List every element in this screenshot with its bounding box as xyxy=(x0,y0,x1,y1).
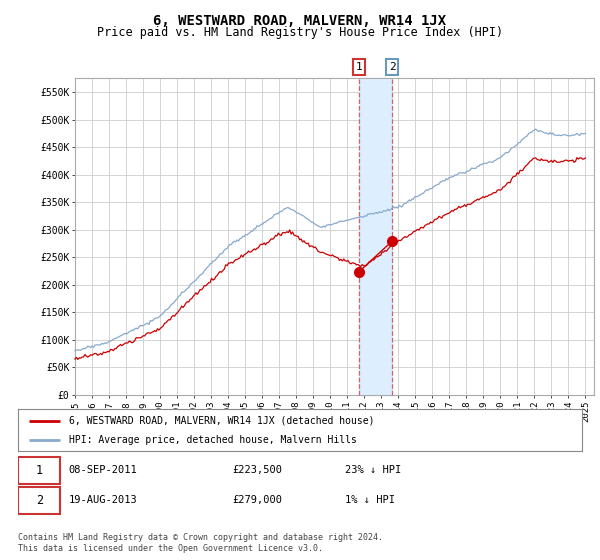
Text: £223,500: £223,500 xyxy=(232,465,283,475)
Text: 1% ↓ HPI: 1% ↓ HPI xyxy=(345,496,395,506)
Text: 2: 2 xyxy=(389,62,395,72)
FancyBboxPatch shape xyxy=(18,487,60,514)
Text: 1: 1 xyxy=(36,464,43,477)
Bar xyxy=(359,78,392,395)
Text: Contains HM Land Registry data © Crown copyright and database right 2024.
This d: Contains HM Land Registry data © Crown c… xyxy=(18,533,383,553)
Text: 6, WESTWARD ROAD, MALVERN, WR14 1JX: 6, WESTWARD ROAD, MALVERN, WR14 1JX xyxy=(154,14,446,28)
Text: £279,000: £279,000 xyxy=(232,496,283,506)
Text: 6, WESTWARD ROAD, MALVERN, WR14 1JX (detached house): 6, WESTWARD ROAD, MALVERN, WR14 1JX (det… xyxy=(69,416,374,426)
Text: 19-AUG-2013: 19-AUG-2013 xyxy=(69,496,137,506)
Text: HPI: Average price, detached house, Malvern Hills: HPI: Average price, detached house, Malv… xyxy=(69,435,356,445)
Text: Price paid vs. HM Land Registry's House Price Index (HPI): Price paid vs. HM Land Registry's House … xyxy=(97,26,503,39)
Text: 2: 2 xyxy=(36,494,43,507)
Text: 08-SEP-2011: 08-SEP-2011 xyxy=(69,465,137,475)
FancyBboxPatch shape xyxy=(18,456,60,484)
Text: 23% ↓ HPI: 23% ↓ HPI xyxy=(345,465,401,475)
Text: 1: 1 xyxy=(355,62,362,72)
